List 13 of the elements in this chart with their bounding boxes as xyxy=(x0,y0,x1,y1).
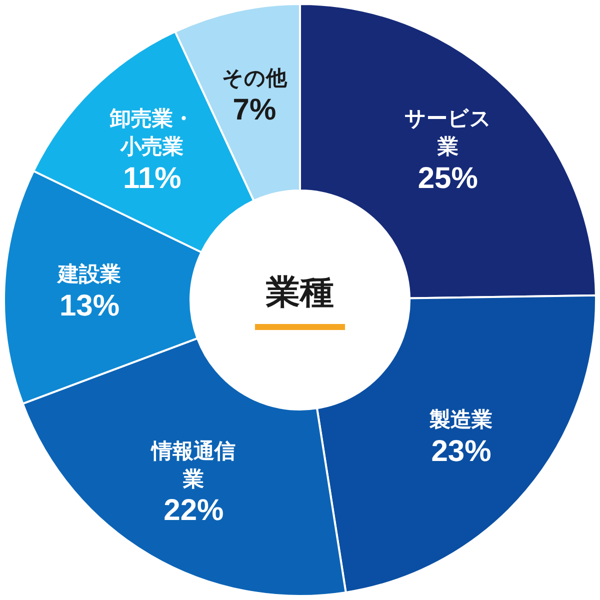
data-label: 13% xyxy=(59,289,120,322)
slice-label: 建設業 xyxy=(56,262,121,286)
slice-label: サービス業 xyxy=(404,108,492,159)
slice-label: 製造業 xyxy=(428,408,493,432)
slice-label: その他 xyxy=(222,67,288,90)
data-label: 22% xyxy=(164,494,224,528)
slice-label: 卸売業・小売業 xyxy=(109,108,194,159)
data-label: 25% xyxy=(418,162,478,196)
data-label: 23% xyxy=(431,435,492,468)
slice-label: 情報通信業 xyxy=(150,440,236,491)
data-label: 7% xyxy=(232,93,276,126)
text: 業種 xyxy=(265,273,334,312)
data-label: 11% xyxy=(122,162,182,196)
